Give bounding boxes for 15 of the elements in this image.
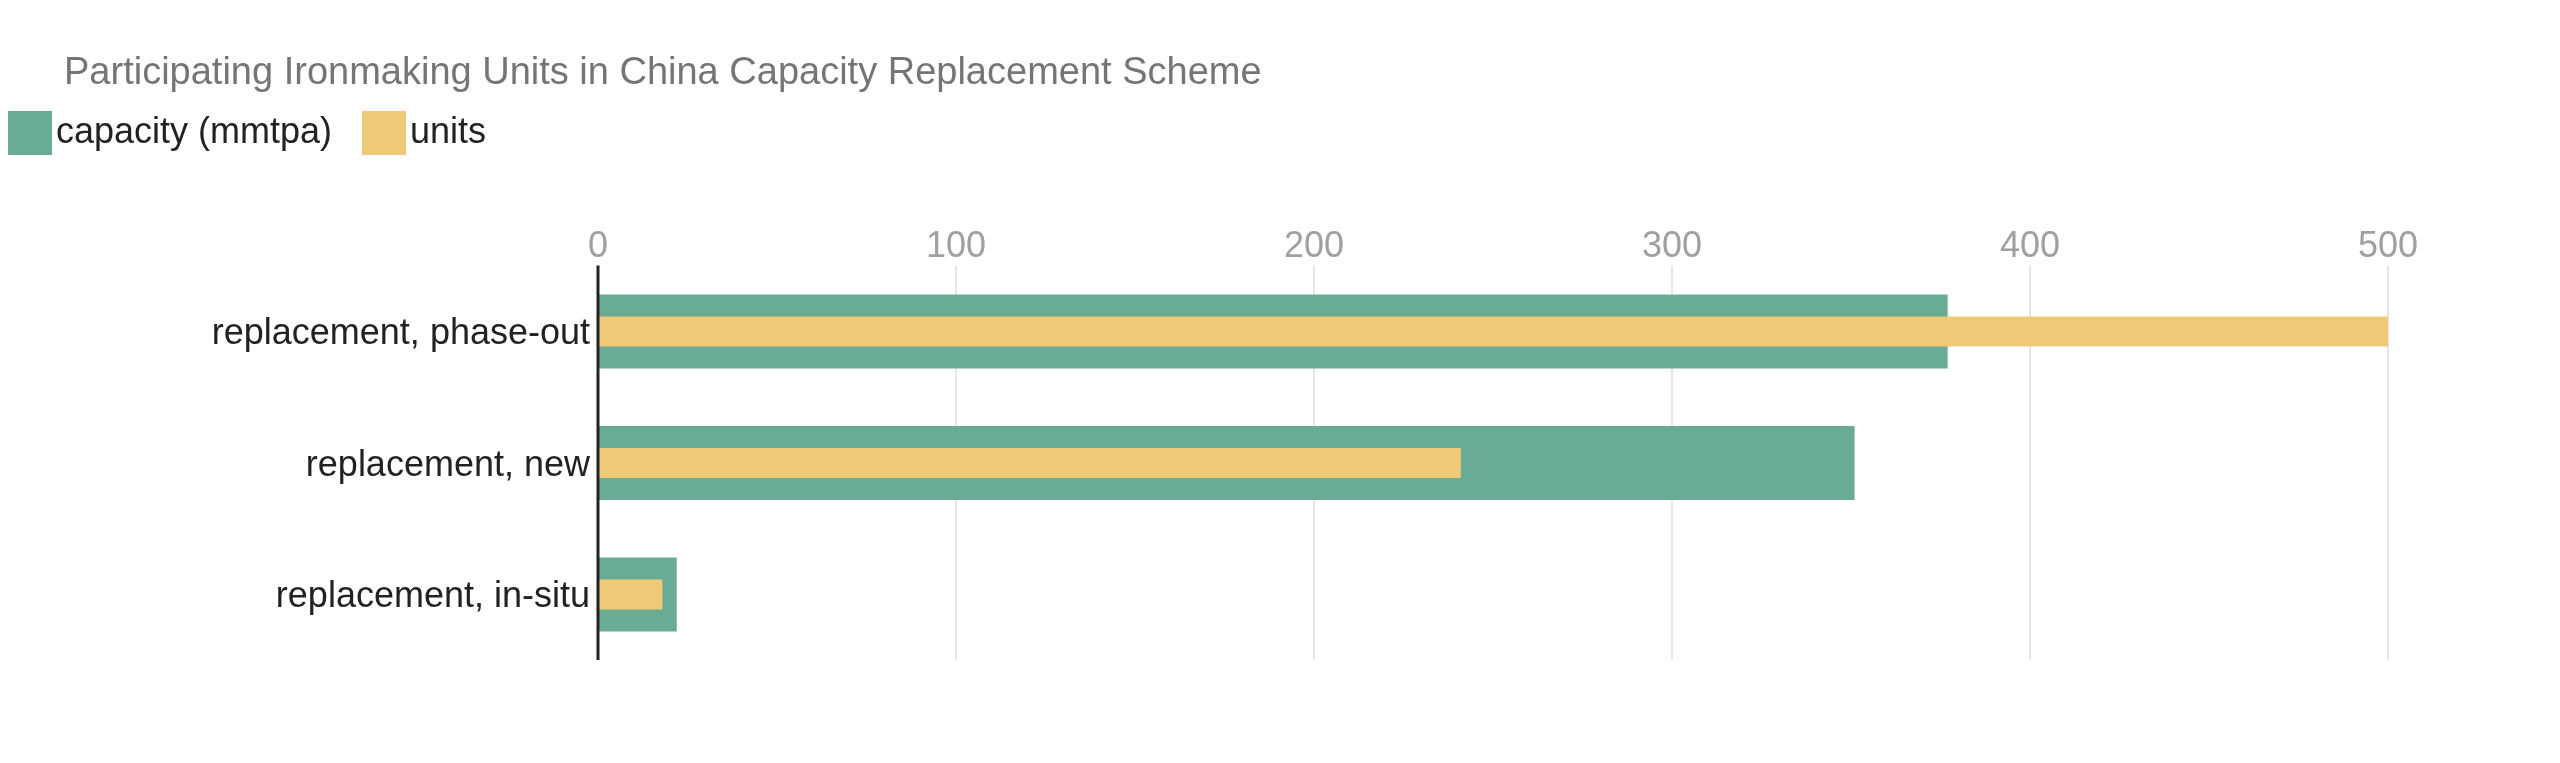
chart-title: Participating Ironmaking Units in China Capacity Replacement Scheme	[63, 49, 1263, 94]
bar	[598, 316, 2388, 347]
x-tick-label: 0	[587, 224, 609, 266]
x-tick-label: 500	[2357, 224, 2419, 266]
x-tick-label: 400	[1999, 224, 2061, 266]
x-tick-label: 100	[925, 224, 987, 266]
bar	[598, 447, 1461, 478]
bar	[598, 579, 663, 610]
y-tick-label: replacement, phase-out	[211, 311, 590, 353]
x-tick-label: 200	[1283, 224, 1345, 266]
legend-label: capacity (mmtpa)	[56, 110, 333, 151]
y-tick-label: replacement, new	[305, 442, 591, 484]
legend-label: units	[410, 110, 487, 151]
x-tick-label: 300	[1641, 224, 1703, 266]
y-tick-label: replacement, in-situ	[275, 574, 590, 616]
